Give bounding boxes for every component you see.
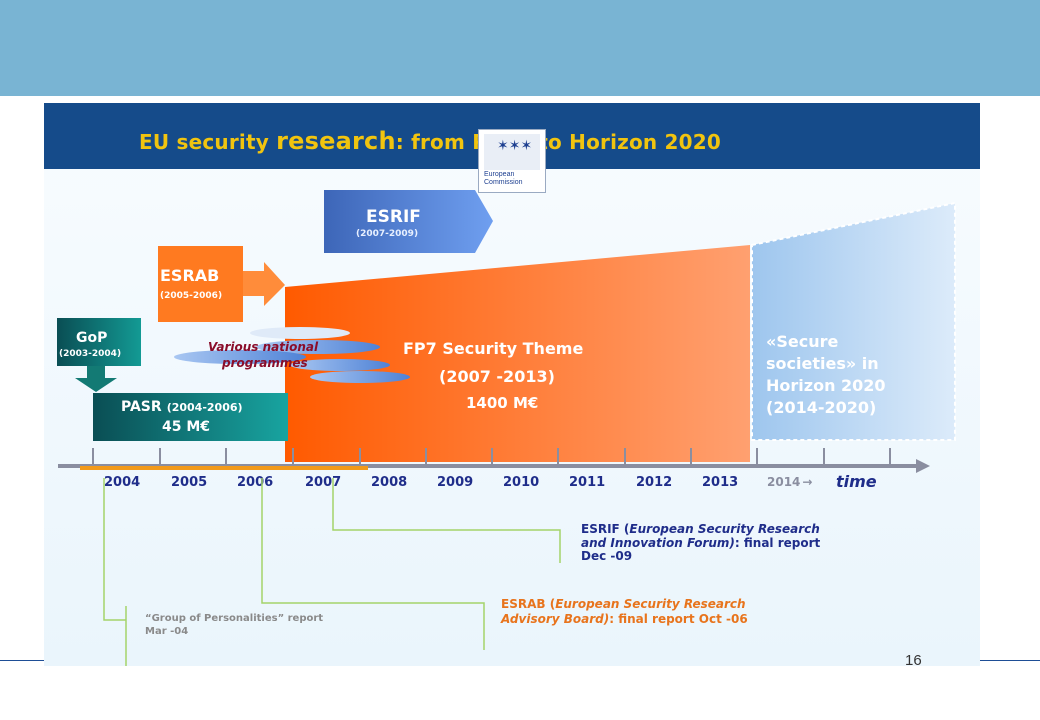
esrif-leader-line — [332, 478, 561, 563]
national-programme-ellipse — [256, 340, 380, 354]
eu-flag-icon — [484, 134, 540, 170]
footer-rule-right — [980, 660, 1040, 661]
year-label: 2011 — [569, 475, 605, 490]
fp7-period: (2007 -2013) — [439, 367, 555, 386]
esrab-note-name-1: European Security Research — [555, 597, 745, 611]
year-label: 2012 — [636, 475, 672, 490]
esrif-note-name-2: and Innovation Forum) — [581, 536, 735, 550]
esrab-leader-line — [261, 478, 485, 650]
logo-line-2: Commission — [484, 179, 523, 186]
esrab-note-name-2: Advisory Board) — [500, 612, 609, 626]
fp7-block — [285, 245, 750, 462]
esrif-note-name-1: European Security Research — [629, 522, 819, 536]
logo-line-1: European — [484, 171, 515, 178]
national-programmes-line-1: Various national — [208, 340, 319, 354]
national-programme-ellipse — [310, 371, 410, 383]
gop-down-arrow-icon — [75, 366, 117, 392]
slide-title: EU security research: from PASR to Horiz… — [139, 127, 721, 155]
horizon-line-1: «Secure — [766, 332, 838, 351]
esrab-note-rest: : final report Oct -06 — [609, 612, 747, 626]
esrif-note-label: ESRIF ( — [581, 522, 629, 536]
gop-years: (2003-2004) — [59, 349, 121, 359]
eu-stars-icon: ✶✶✶ — [497, 138, 533, 154]
pasr-name: PASR — [121, 399, 162, 415]
horizon-line-4: (2014-2020) — [766, 398, 876, 417]
top-band — [0, 0, 1040, 96]
esrif-label: ESRIF — [366, 207, 421, 227]
timeline-year-labels: 2004 2005 2006 2007 2008 2009 2010 2011 2012 2013 — [104, 475, 738, 490]
title-part-2: research — [276, 127, 396, 155]
title-part-3: : from PASR to Horizon 2020 — [395, 130, 721, 154]
fp7-title: FP7 Security Theme — [403, 339, 583, 358]
pasr-box — [93, 393, 288, 441]
gop-leader-line — [103, 478, 126, 621]
pasr-budget: 45 M€ — [162, 419, 210, 435]
logo-text: European Commission — [484, 171, 523, 187]
national-programme-ellipse — [174, 350, 306, 364]
esrif-note-line-3: Dec -09 — [581, 549, 632, 563]
esrab-box — [158, 246, 243, 322]
timeline-diagram: ESRIF (2007-2009) ESRAB (2005-2006) GoP … — [57, 190, 956, 666]
esrif-note-line-2: and Innovation Forum): final report — [581, 536, 821, 550]
timeline-arrowhead-icon — [916, 459, 930, 473]
gop-note-line-2: Mar -04 — [145, 626, 188, 637]
esrab-note-line-2: Advisory Board): final report Oct -06 — [500, 612, 748, 626]
esrab-note-line-1: ESRAB (European Security Research — [501, 597, 746, 611]
year-label-2014: 2014 → — [767, 475, 812, 489]
slide-image: EU security research: from PASR to Horiz… — [44, 103, 980, 666]
horizon-2020-block — [751, 201, 956, 441]
year-label: 2008 — [371, 475, 407, 490]
title-part-1: EU security — [139, 130, 277, 154]
horizon-line-2: societies» in — [766, 354, 879, 373]
year-2014-arrow-icon: → — [802, 475, 812, 489]
pasr-label: PASR (2004-2006) — [121, 399, 243, 415]
time-label: time — [836, 472, 877, 491]
year-label: 2006 — [237, 475, 273, 490]
gop-label: GoP — [76, 330, 107, 346]
esrif-note-line-1: ESRIF (European Security Research — [581, 522, 820, 536]
horizon-line-3: Horizon 2020 — [766, 376, 886, 395]
year-label: 2007 — [305, 475, 341, 490]
year-label: 2004 — [104, 475, 140, 490]
esrab-years: (2005-2006) — [160, 291, 222, 301]
fp7-budget: 1400 M€ — [466, 394, 538, 412]
national-programme-ellipse — [290, 359, 390, 371]
esrif-years: (2007-2009) — [356, 229, 418, 239]
esrif-arrow-box — [324, 190, 493, 253]
pasr-years: (2004-2006) — [167, 401, 243, 414]
timeline-ticks — [92, 448, 891, 466]
page-number: 16 — [905, 652, 922, 669]
national-programmes-line-2: programmes — [221, 356, 308, 370]
year-label: 2013 — [702, 475, 738, 490]
national-programme-ellipse — [250, 327, 350, 339]
gop-note-line-1: “Group of Personalities” report — [145, 613, 323, 624]
esrif-note-rest: : final report — [735, 536, 821, 550]
esrab-note-label: ESRAB ( — [501, 597, 555, 611]
year-2014-text: 2014 — [767, 475, 800, 489]
esrab-label: ESRAB — [160, 266, 219, 285]
gop-box — [57, 318, 141, 366]
year-label: 2009 — [437, 475, 473, 490]
year-label: 2010 — [503, 475, 539, 490]
esrab-arrow-icon — [243, 262, 285, 306]
year-label: 2005 — [171, 475, 207, 490]
footer-rule-left — [0, 660, 44, 661]
european-commission-logo: ✶✶✶ European Commission — [478, 129, 546, 193]
